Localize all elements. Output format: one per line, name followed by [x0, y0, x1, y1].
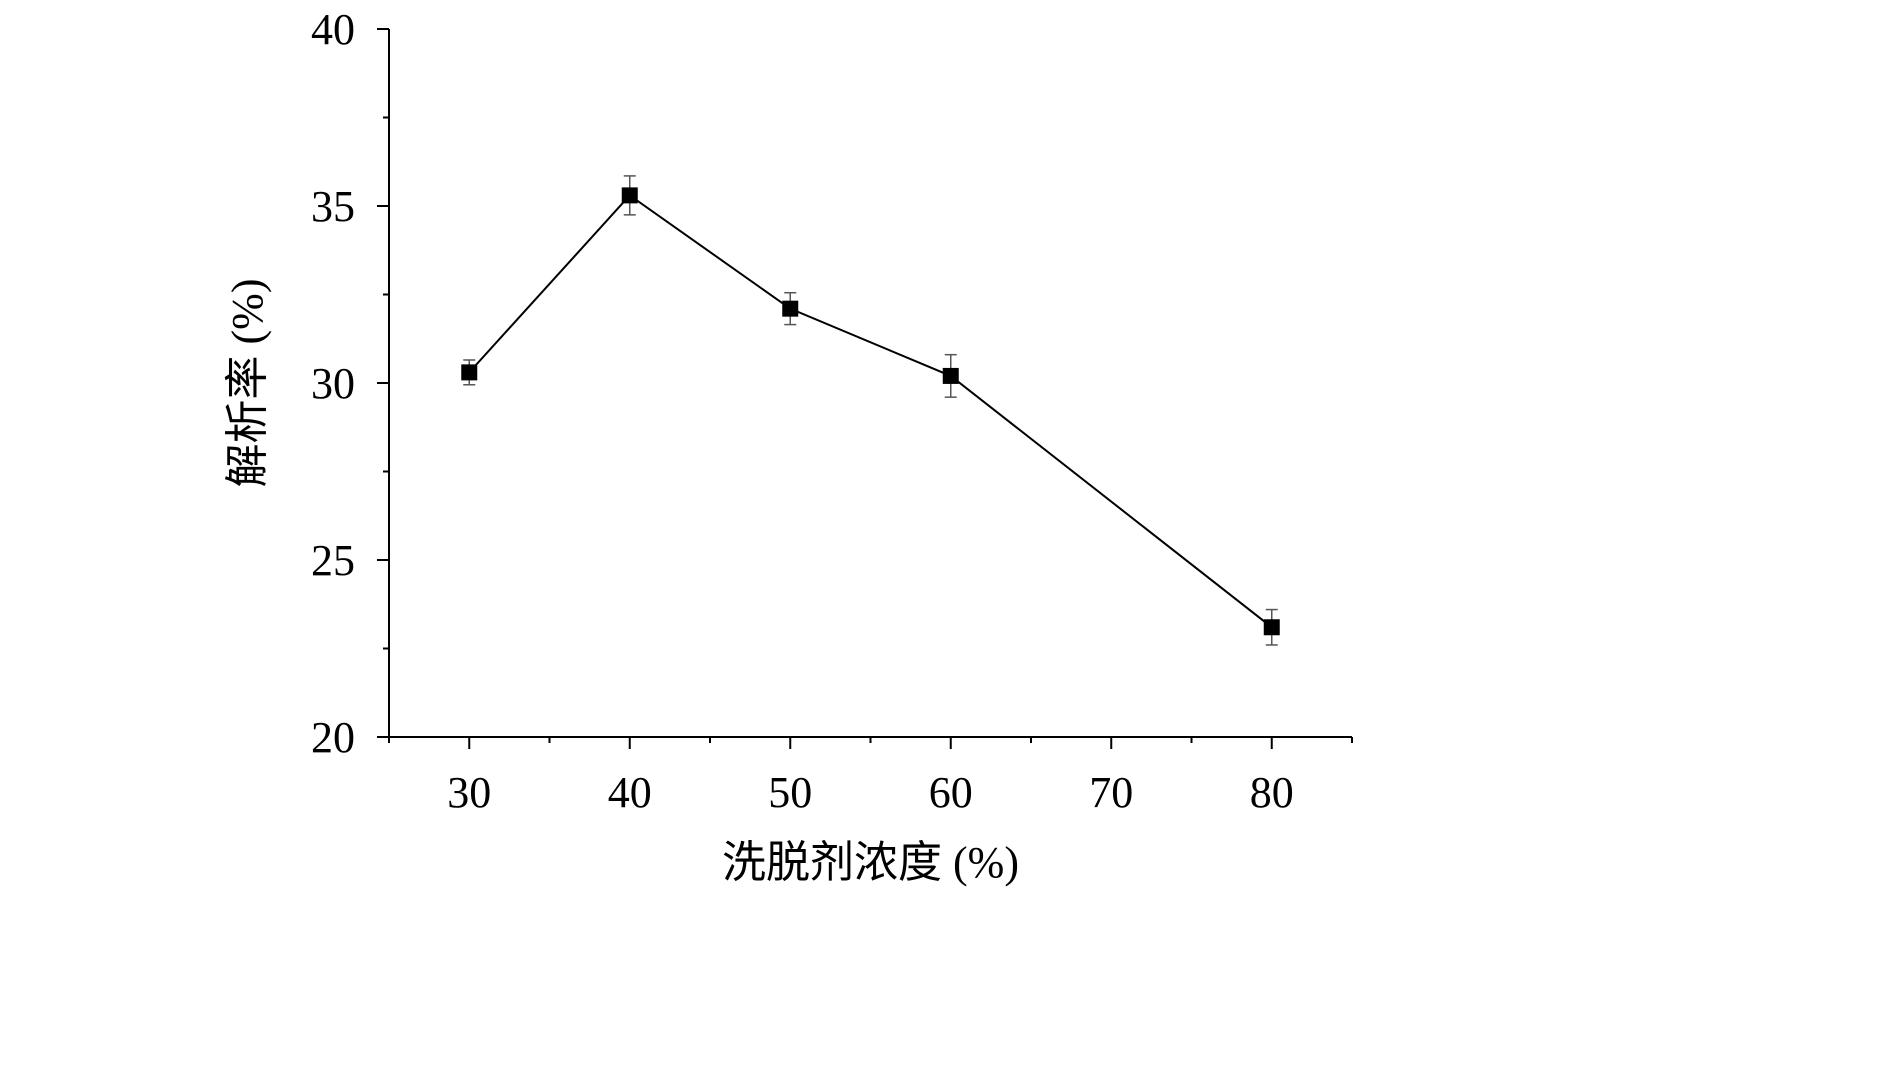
- x-tick-label: 30: [447, 768, 491, 817]
- x-tick-label: 80: [1250, 768, 1294, 817]
- ticks: [377, 28, 1353, 749]
- chart: 30 40 50 60 70 80 20 25 30 35 40 洗脱剂浓度 (%) 解析率 (%): [223, 5, 1353, 887]
- data-point: [1263, 619, 1280, 636]
- x-tick-label: 40: [608, 768, 652, 817]
- tick-labels: 30 40 50 60 70 80 20 25 30 35 40: [311, 5, 1294, 817]
- series-line: [468, 194, 1273, 629]
- y-axis-title: 解析率 (%): [223, 279, 272, 488]
- x-tick-label: 60: [929, 768, 973, 817]
- y-tick-label: 20: [311, 713, 355, 762]
- data-point: [621, 187, 638, 204]
- data-point: [782, 300, 799, 317]
- x-axis-title: 洗脱剂浓度 (%): [722, 838, 1019, 887]
- y-tick-label: 40: [311, 5, 355, 54]
- y-tick-label: 35: [311, 182, 355, 231]
- data-point: [942, 367, 959, 384]
- y-tick-label: 30: [311, 359, 355, 408]
- x-tick-label: 50: [768, 768, 812, 817]
- data-point: [461, 364, 478, 381]
- y-tick-label: 25: [311, 536, 355, 585]
- series: [461, 175, 1280, 646]
- axes: [388, 29, 1352, 738]
- x-tick-label: 70: [1089, 768, 1133, 817]
